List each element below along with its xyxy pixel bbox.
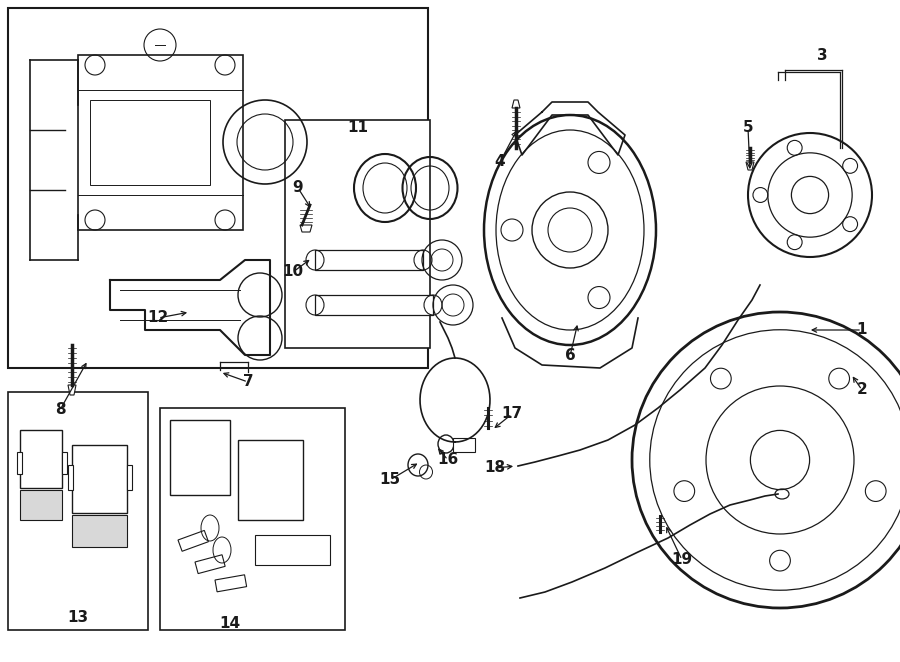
Bar [195, 555, 225, 573]
Bar [62, 452, 67, 474]
Bar [68, 465, 73, 490]
Bar [78, 55, 243, 230]
Bar [315, 295, 433, 315]
Bar [285, 120, 430, 348]
Bar [8, 8, 428, 368]
Bar [315, 250, 423, 270]
Text: 6: 6 [564, 348, 575, 363]
Text: 1: 1 [857, 322, 868, 338]
Bar [170, 420, 230, 495]
Text: 16: 16 [437, 453, 459, 467]
Text: 4: 4 [495, 154, 505, 169]
Text: 12: 12 [148, 310, 168, 326]
Bar [453, 438, 475, 452]
Polygon shape [746, 162, 754, 170]
Bar [215, 575, 247, 592]
Text: 9: 9 [292, 181, 303, 195]
Text: 2: 2 [857, 383, 868, 397]
Text: 5: 5 [742, 120, 753, 136]
Text: 17: 17 [501, 406, 523, 422]
Text: 3: 3 [816, 48, 827, 62]
Text: 13: 13 [68, 610, 88, 626]
Bar [160, 408, 345, 630]
Bar [17, 452, 22, 474]
Bar [255, 535, 330, 565]
Bar [238, 440, 303, 520]
Bar [178, 530, 209, 551]
Bar [20, 490, 62, 520]
Text: 14: 14 [220, 616, 240, 632]
Polygon shape [68, 385, 76, 395]
Text: 10: 10 [283, 265, 303, 279]
Bar [72, 445, 127, 513]
Bar [72, 515, 127, 547]
Polygon shape [300, 225, 312, 232]
Bar [127, 465, 132, 490]
Bar [20, 430, 62, 488]
Bar [8, 392, 148, 630]
Text: 15: 15 [380, 473, 400, 487]
Text: 18: 18 [484, 461, 506, 475]
Text: 8: 8 [55, 402, 66, 418]
Bar [90, 100, 210, 185]
Text: 7: 7 [243, 375, 253, 389]
Text: 11: 11 [347, 120, 368, 136]
Polygon shape [512, 100, 520, 108]
Text: 19: 19 [671, 553, 693, 567]
